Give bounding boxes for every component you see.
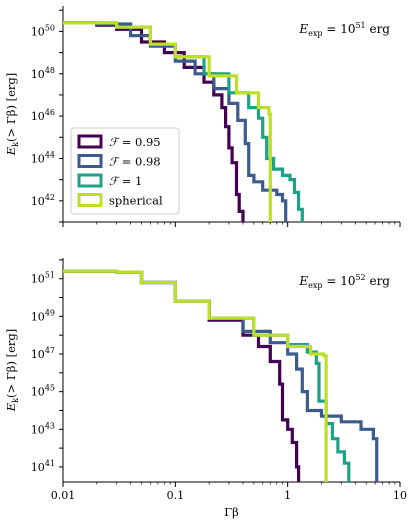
x-tick-label: 10 [393,489,407,502]
series-line-spherical [63,21,272,222]
series-line-f-0-95 [63,21,245,222]
y-axis-label: Ek(> Γβ) [erg] [4,329,20,412]
y-tick-label: 1044 [31,150,55,165]
top-panel: 1042 1044 1046 1048 1050 Ek(> Γβ) [erg] Eexp =… [4,6,401,227]
legend-swatch [77,154,103,168]
energy-annotation: Eexp = 1052 erg [298,273,390,290]
energy-annotation: Eexp = 1051 erg [298,21,390,38]
x-tick-label: 0.01 [51,489,76,502]
x-tick-label: 1 [284,489,291,502]
y-tick-label: 1049 [31,308,55,323]
y-tick-label: 1050 [31,23,55,38]
legend-label: ℱ = 0.95 [109,135,161,149]
legend-box [70,127,180,215]
bottom-panel: 0.01 0.1 1 10 Γβ 1041 1043 1045 1047 1049 1051 Ek(>… [4,258,407,519]
legend-label: spherical [109,194,163,208]
y-tick-label: 1045 [31,384,55,399]
y-tick-label: 1048 [31,66,55,81]
y-tick-label: 1046 [31,108,55,123]
y-tick-label: 1043 [31,421,55,436]
y-tick-label: 1047 [31,346,55,361]
y-tick-label: 1042 [31,193,55,208]
legend-label: ℱ = 1 [109,174,142,188]
legend-label: ℱ = 0.98 [109,155,161,169]
series-line-spherical [63,269,328,482]
y-tick-label: 1041 [31,459,55,474]
legend-swatch [77,193,103,207]
legend-swatch [77,173,103,188]
x-axis-label: Γβ [224,505,239,519]
series-line-f-0-98 [63,269,379,482]
y-tick-label: 1051 [31,271,55,286]
legend-swatch [77,134,103,149]
y-axis-label: Ek(> Γβ) [erg] [4,73,20,156]
x-tick-label: 0.1 [167,489,185,502]
